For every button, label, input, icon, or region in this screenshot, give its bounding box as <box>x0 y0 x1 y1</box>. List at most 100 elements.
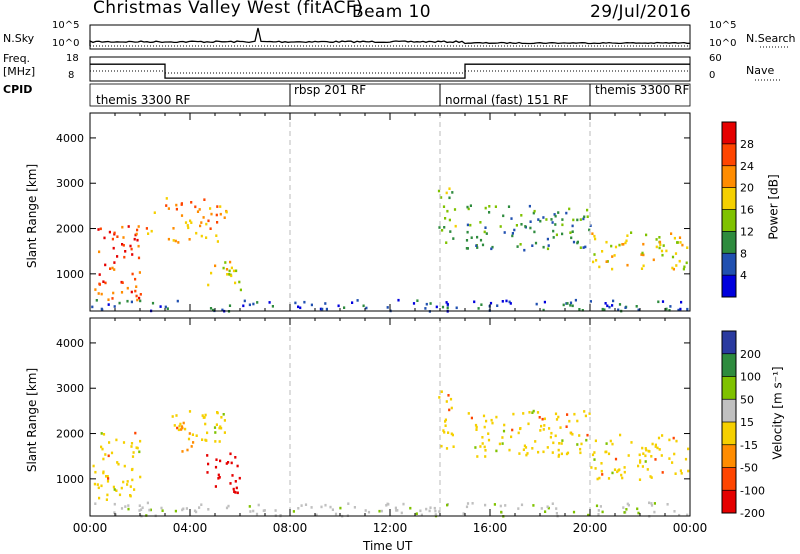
velocity-cell <box>130 445 133 448</box>
velocity-cell <box>204 413 207 417</box>
power-cell <box>523 248 526 252</box>
velocity-cell <box>532 504 535 507</box>
velocity-ytick-label: 1000 <box>56 473 84 486</box>
freq-line <box>90 63 690 79</box>
velocity-cell <box>625 508 628 511</box>
power-cell <box>671 255 675 259</box>
power-cell <box>120 291 124 294</box>
velocity-cell <box>584 414 587 418</box>
power-cell <box>679 307 682 311</box>
velocity-cell <box>120 507 124 510</box>
velocity-cell <box>146 501 149 505</box>
power-cell <box>554 214 557 218</box>
power-cell <box>222 266 225 270</box>
power-cell <box>116 255 119 258</box>
power-cell <box>662 244 665 247</box>
velocity-cell <box>409 506 412 510</box>
velocity-cell <box>569 431 572 435</box>
velocity-cell <box>555 418 559 421</box>
power-cell <box>533 230 536 234</box>
velocity-cell <box>639 461 642 464</box>
power-cell <box>479 238 483 242</box>
power-cell <box>542 308 545 312</box>
power-cell <box>601 307 604 311</box>
power-cell <box>454 224 457 228</box>
velocity-cell <box>120 486 123 490</box>
velocity-colorbar-swatch <box>722 490 736 514</box>
power-cell <box>299 306 302 310</box>
velocity-cell <box>554 434 557 438</box>
power-cell <box>520 223 523 226</box>
power-cell <box>130 290 133 294</box>
power-cell <box>547 244 550 247</box>
power-cell <box>116 235 119 238</box>
power-cell <box>442 205 446 208</box>
power-cell <box>100 307 103 311</box>
power-cell <box>113 231 116 235</box>
power-cell <box>429 302 432 305</box>
power-cell <box>199 224 202 228</box>
power-cell <box>137 244 140 248</box>
power-cell <box>111 297 114 300</box>
power-cell <box>310 303 313 307</box>
velocity-cell <box>181 508 184 512</box>
velocity-cell <box>637 511 640 515</box>
velocity-cell <box>597 509 600 512</box>
velocity-colorbar-tick-label: 100 <box>740 371 761 384</box>
velocity-cell <box>597 513 600 516</box>
power-cell <box>166 307 169 310</box>
velocity-cell <box>502 429 506 433</box>
power-cell <box>365 306 368 310</box>
velocity-cell <box>238 476 241 480</box>
velocity-plot-area <box>90 318 690 516</box>
power-cell <box>568 207 571 211</box>
power-cell <box>212 308 215 312</box>
power-cell <box>136 228 139 232</box>
power-colorbar-swatch <box>722 253 736 276</box>
power-cell <box>103 236 106 240</box>
power-colorbar-tick-label: 8 <box>740 247 747 260</box>
velocity-cell <box>524 446 528 449</box>
power-cell <box>215 213 218 217</box>
velocity-cell <box>528 411 531 414</box>
velocity-cell <box>297 507 300 510</box>
power-cell <box>528 204 531 208</box>
power-cell <box>445 301 448 304</box>
power-cell <box>668 309 671 312</box>
power-cell <box>226 273 229 276</box>
velocity-cell <box>104 453 107 456</box>
power-cell <box>111 266 114 270</box>
velocity-cell <box>475 425 478 429</box>
velocity-cell <box>387 503 390 506</box>
velocity-cell <box>637 464 640 468</box>
velocity-cell <box>673 510 676 513</box>
power-cell <box>496 304 499 307</box>
power-cell <box>230 266 233 270</box>
power-ytick-label: 3000 <box>56 177 84 190</box>
velocity-cell <box>500 510 503 514</box>
velocity-cell <box>255 512 259 516</box>
x-tick-label: 16:00 <box>473 521 508 535</box>
velocity-cell <box>668 457 671 460</box>
power-cell <box>601 250 604 253</box>
velocity-cell <box>112 485 115 489</box>
power-cell <box>210 212 213 216</box>
velocity-colorbar-tick-label: 50 <box>740 393 754 406</box>
power-cell <box>553 213 556 216</box>
velocity-cell <box>214 440 217 443</box>
velocity-cell <box>138 509 141 512</box>
velocity-colorbar-swatch <box>722 376 736 400</box>
power-cell <box>112 291 115 295</box>
velocity-cell <box>234 491 237 494</box>
power-cell <box>569 301 573 305</box>
velocity-colorbar-tick-label: 200 <box>740 348 761 361</box>
velocity-cell <box>230 461 233 465</box>
power-cell <box>209 227 212 230</box>
velocity-cell <box>195 434 198 437</box>
power-colorbar-swatch <box>722 165 736 189</box>
power-cell <box>424 307 427 310</box>
power-cell <box>172 227 175 230</box>
power-cell <box>122 244 125 247</box>
power-cell <box>351 301 354 304</box>
velocity-cell <box>220 416 223 419</box>
